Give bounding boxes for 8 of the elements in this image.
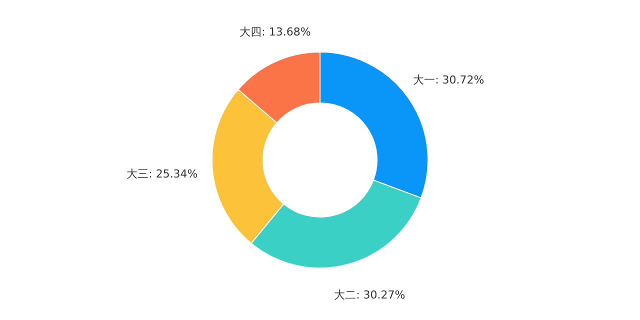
data-label: : 25.34% (148, 168, 198, 181)
slice-label: 大一 (413, 73, 436, 86)
slice-label: 大三 (126, 168, 149, 181)
data-label: : 13.68% (262, 26, 311, 39)
data-label: : 30.72% (435, 73, 484, 86)
slice-label: 大二 (334, 288, 356, 302)
slice-label: 大四 (240, 26, 262, 39)
data-label: : 30.27% (356, 288, 406, 302)
